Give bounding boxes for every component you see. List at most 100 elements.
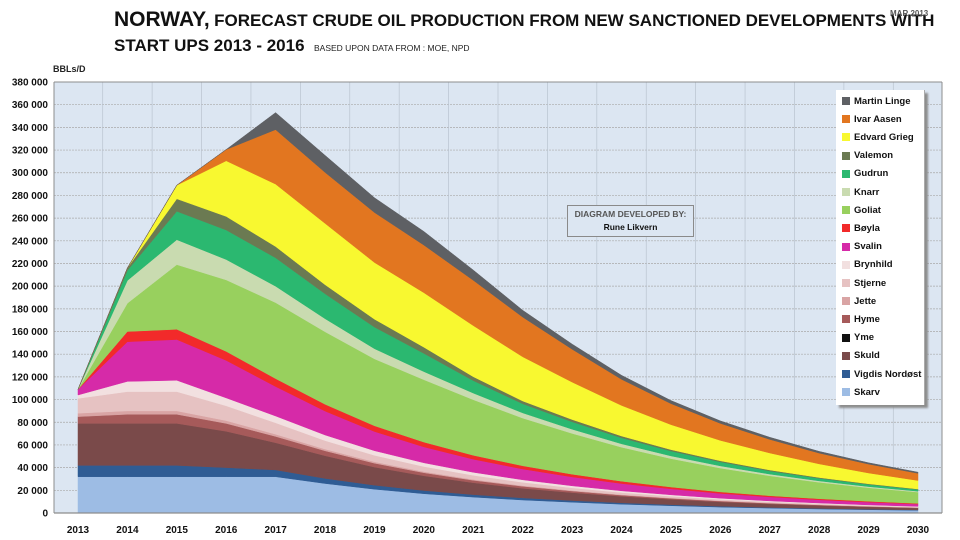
legend-label: Svalin xyxy=(854,241,882,253)
legend-label: Skarv xyxy=(854,386,880,398)
y-tick-label: 220 000 xyxy=(12,259,49,270)
title-description: FORECAST CRUDE OIL PRODUCTION FROM NEW S… xyxy=(214,11,935,30)
x-tick-label: 2018 xyxy=(314,525,337,536)
y-tick-label: 0 xyxy=(42,509,48,520)
legend-item: Edvard Grieg xyxy=(842,130,914,144)
x-tick-label: 2025 xyxy=(660,525,683,536)
legend-label: Brynhild xyxy=(854,259,893,271)
legend-swatch xyxy=(842,97,850,105)
publication-date: MAR 2013 xyxy=(890,9,929,18)
area-martin-linge xyxy=(77,112,919,474)
legend-item: Martin Linge xyxy=(842,94,910,108)
legend-label: Yme xyxy=(854,332,875,344)
legend-label: Stjerne xyxy=(854,277,887,289)
x-tick-label: 2019 xyxy=(363,525,386,536)
legend-swatch xyxy=(842,388,850,397)
chart-title-line1: NORWAY, FORECAST CRUDE OIL PRODUCTION FR… xyxy=(114,8,934,32)
legend-swatch xyxy=(842,169,850,178)
y-tick-label: 140 000 xyxy=(12,350,49,361)
legend-item: Gudrun xyxy=(842,167,888,181)
legend-item: Brynhild xyxy=(842,258,893,272)
x-tick-label: 2023 xyxy=(561,525,584,536)
legend-label: Ivar Aasen xyxy=(854,113,902,125)
legend-item: Vigdis Nordøst xyxy=(842,367,921,381)
legend-label: Valemon xyxy=(854,150,894,162)
title-country: NORWAY, xyxy=(114,8,210,31)
y-tick-label: 300 000 xyxy=(12,168,49,179)
legend-label: Jette xyxy=(854,295,877,307)
legend-item: Jette xyxy=(842,294,876,308)
legend-label: Goliat xyxy=(854,204,881,216)
legend-item: Skarv xyxy=(842,385,880,399)
credit-author: Rune Likvern xyxy=(603,222,658,232)
y-tick-label: 240 000 xyxy=(12,236,49,247)
legend-item: Goliat xyxy=(842,203,881,217)
legend-label: Gudrun xyxy=(854,168,889,180)
y-tick-label: 40 000 xyxy=(17,463,48,474)
legend-label: Bøyla xyxy=(854,222,880,234)
x-tick-label: 2015 xyxy=(166,525,189,536)
x-tick-label: 2022 xyxy=(512,525,535,536)
chart-legend: Martin Linge Ivar Aasen Edvard Grieg Valemo… xyxy=(836,90,925,405)
x-tick-label: 2013 xyxy=(67,525,90,536)
data-source-note: BASED UPON DATA FROM : MOE, NPD xyxy=(314,43,470,53)
legend-label: Skuld xyxy=(854,350,880,362)
legend-label: Edvard Grieg xyxy=(854,131,914,143)
legend-swatch xyxy=(842,315,850,324)
chart-title-line2: START UPS 2013 - 2016 xyxy=(114,36,305,55)
x-tick-label: 2026 xyxy=(709,525,732,536)
x-tick-label: 2014 xyxy=(116,525,139,536)
legend-item: Svalin xyxy=(842,240,882,254)
legend-item: Valemon xyxy=(842,149,893,163)
legend-swatch xyxy=(842,224,850,233)
x-tick-label: 2021 xyxy=(462,525,485,536)
legend-swatch xyxy=(842,242,850,251)
x-tick-label: 2028 xyxy=(808,525,831,536)
y-axis-unit-label: BBLs/D xyxy=(53,64,86,74)
legend-item: Stjerne xyxy=(842,276,886,290)
x-tick-label: 2024 xyxy=(610,525,633,536)
legend-swatch xyxy=(842,206,850,215)
y-tick-label: 20 000 xyxy=(17,486,48,497)
y-tick-label: 200 000 xyxy=(12,282,49,293)
legend-swatch xyxy=(842,370,850,378)
legend-swatch xyxy=(842,260,850,269)
legend-item: Knarr xyxy=(842,185,879,199)
legend-swatch xyxy=(842,351,850,360)
x-tick-label: 2016 xyxy=(215,525,238,536)
y-tick-label: 180 000 xyxy=(12,304,49,315)
legend-item: Bøyla xyxy=(842,221,880,235)
legend-swatch xyxy=(842,297,850,306)
legend-item: Yme xyxy=(842,331,874,345)
legend-swatch xyxy=(842,151,850,160)
y-tick-label: 340 000 xyxy=(12,123,49,134)
legend-item: Ivar Aasen xyxy=(842,112,902,126)
legend-swatch xyxy=(842,133,850,142)
legend-item: Skuld xyxy=(842,349,880,363)
y-tick-label: 360 000 xyxy=(12,100,49,111)
y-tick-label: 60 000 xyxy=(17,440,48,451)
y-tick-label: 380 000 xyxy=(12,78,49,89)
x-tick-label: 2017 xyxy=(265,525,288,536)
y-tick-label: 320 000 xyxy=(12,146,49,157)
y-tick-label: 260 000 xyxy=(12,214,49,225)
legend-label: Martin Linge xyxy=(854,95,911,107)
x-tick-label: 2029 xyxy=(857,525,880,536)
y-tick-label: 280 000 xyxy=(12,191,49,202)
y-tick-label: 120 000 xyxy=(12,372,49,383)
legend-swatch xyxy=(842,188,850,196)
x-tick-label: 2030 xyxy=(907,525,930,536)
x-tick-label: 2027 xyxy=(759,525,782,536)
legend-item: Hyme xyxy=(842,312,880,326)
legend-swatch xyxy=(842,333,850,342)
y-tick-label: 100 000 xyxy=(12,395,49,406)
x-tick-label: 2020 xyxy=(413,525,436,536)
y-tick-label: 160 000 xyxy=(12,327,49,338)
y-tick-label: 80 000 xyxy=(17,418,48,429)
legend-label: Knarr xyxy=(854,186,880,198)
legend-label: Hyme xyxy=(854,313,880,325)
credit-box: DIAGRAM DEVELOPED BY: Rune Likvern xyxy=(567,205,694,237)
credit-heading: DIAGRAM DEVELOPED BY: xyxy=(574,209,687,219)
legend-label: Vigdis Nordøst xyxy=(854,368,922,380)
